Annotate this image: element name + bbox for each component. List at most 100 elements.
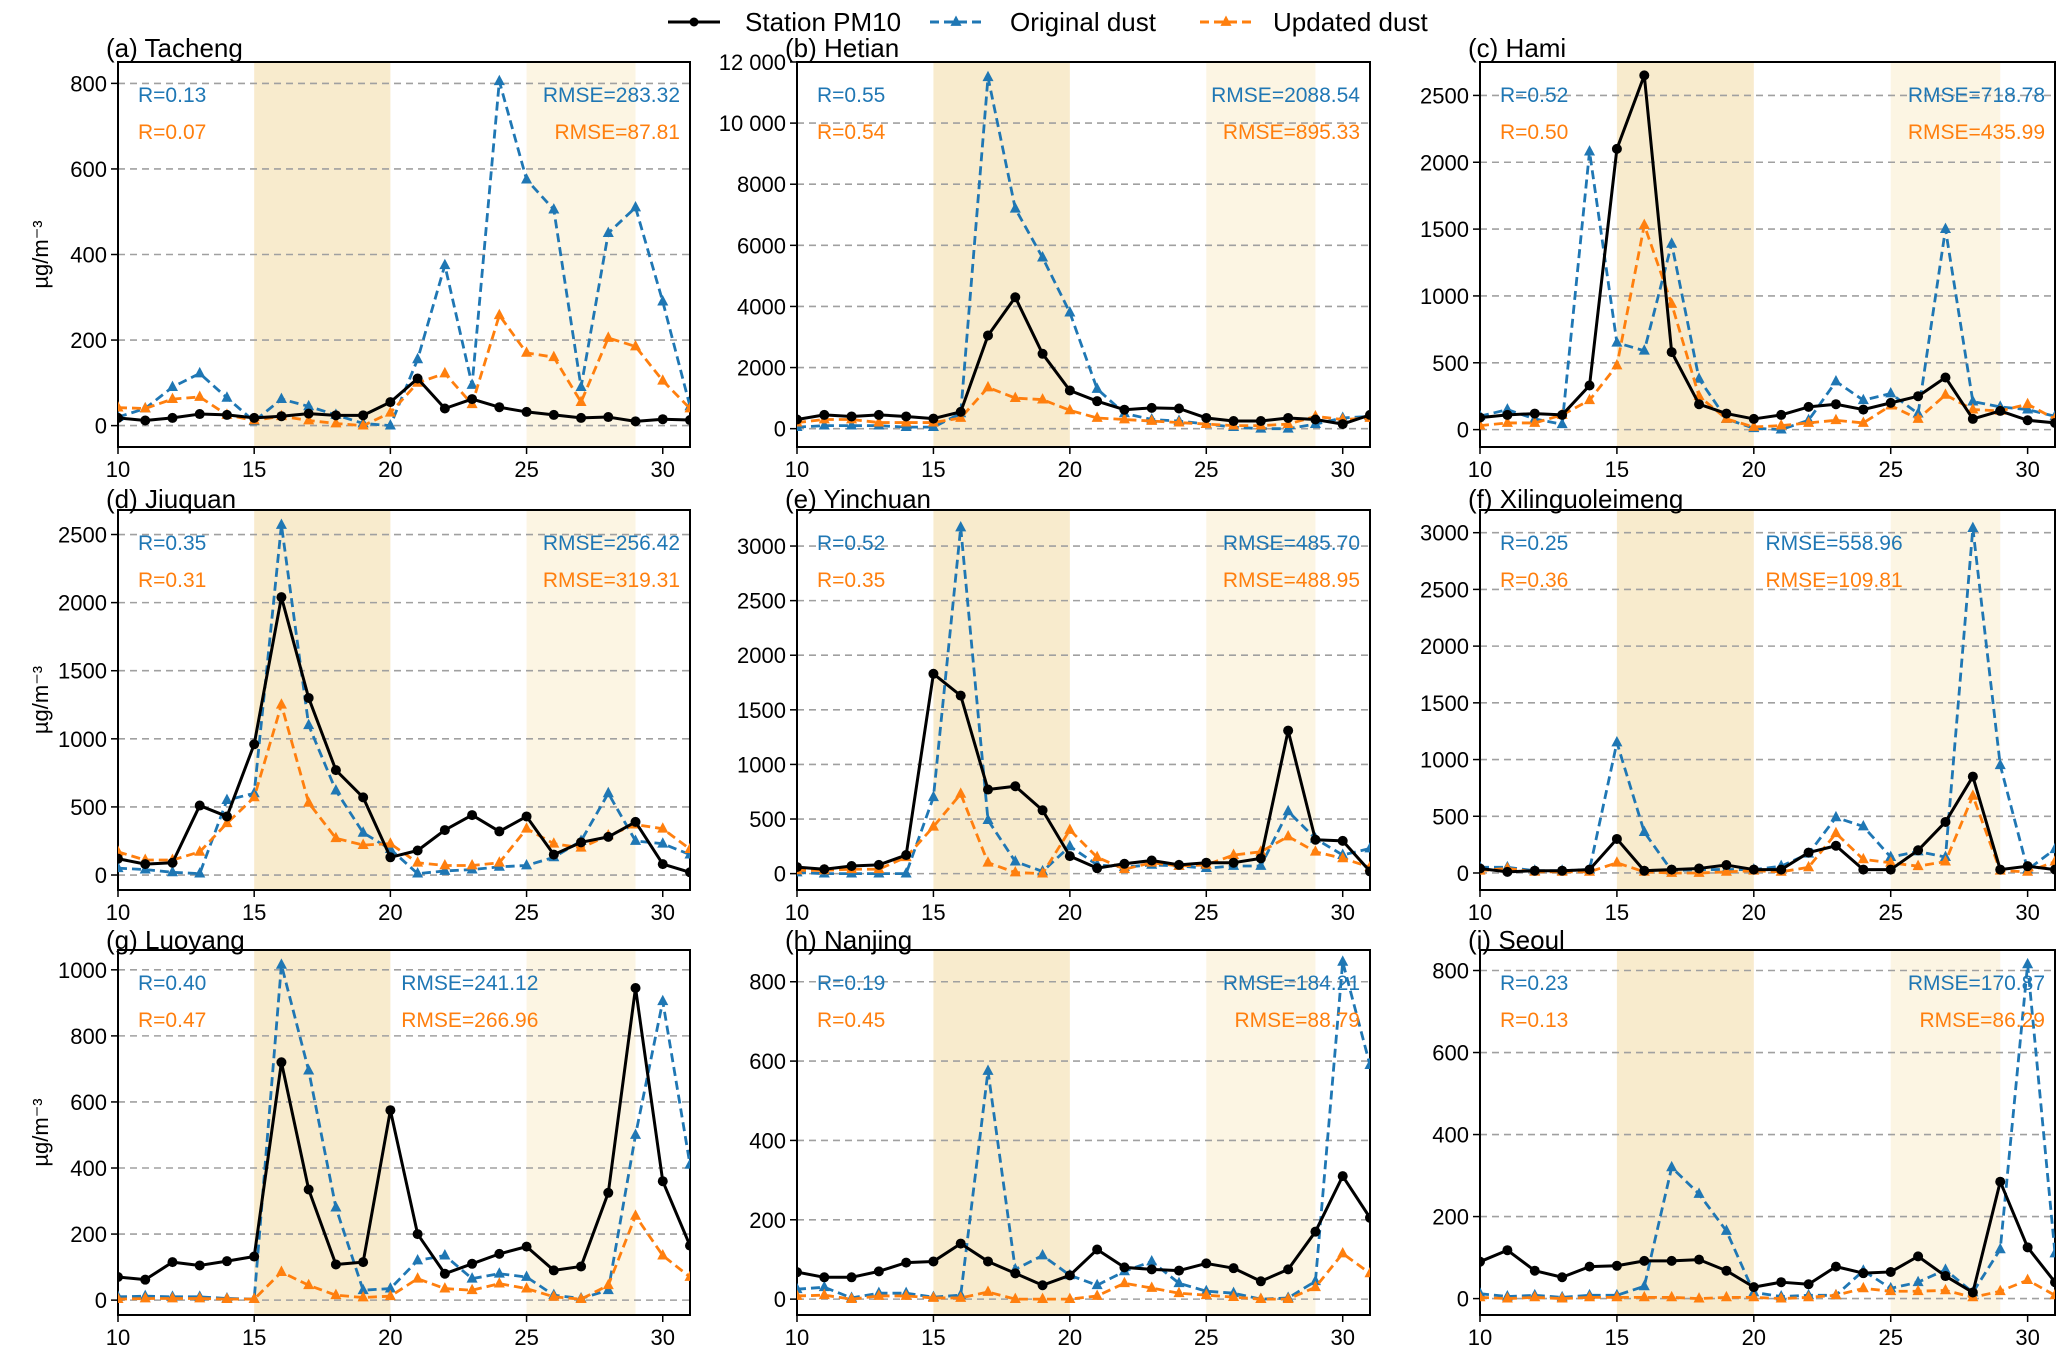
data-point bbox=[1939, 1283, 1952, 1295]
x-tick-label: 20 bbox=[1058, 457, 1082, 482]
data-point bbox=[797, 414, 802, 425]
r-updated: R=0.54 bbox=[817, 121, 886, 144]
data-point bbox=[982, 70, 994, 82]
data-point bbox=[1830, 826, 1842, 838]
data-point bbox=[983, 1256, 993, 1267]
legend-label: Updated dust bbox=[1273, 7, 1428, 37]
x-tick-label: 15 bbox=[242, 1325, 266, 1350]
data-point bbox=[2050, 417, 2055, 428]
data-point bbox=[412, 867, 424, 878]
legend-marker bbox=[950, 15, 962, 26]
data-point bbox=[955, 1291, 967, 1302]
data-point bbox=[1748, 864, 1759, 875]
data-point bbox=[467, 810, 478, 821]
panel-title: (d) Jiuquan bbox=[106, 484, 236, 514]
data-point bbox=[1009, 1292, 1021, 1304]
data-point bbox=[1146, 402, 1157, 413]
data-point bbox=[818, 1280, 830, 1292]
panel-title: (e) Yinchuan bbox=[785, 484, 931, 514]
data-point bbox=[1639, 70, 1650, 81]
data-point bbox=[1666, 297, 1678, 308]
y-tick-label: 2000 bbox=[1420, 150, 1469, 175]
data-point bbox=[982, 380, 994, 392]
y-tick-label: 0 bbox=[1457, 418, 1469, 443]
x-tick-label: 10 bbox=[106, 900, 130, 925]
y-tick-label: 800 bbox=[70, 71, 107, 96]
data-point bbox=[1830, 840, 1841, 851]
plot-frame bbox=[796, 949, 1371, 1316]
data-point bbox=[1282, 829, 1294, 841]
data-point bbox=[167, 857, 178, 868]
data-point bbox=[140, 859, 151, 870]
data-point bbox=[1119, 1262, 1130, 1273]
y-tick-label: 400 bbox=[1432, 1123, 1469, 1148]
data-point bbox=[603, 1187, 614, 1198]
data-point bbox=[194, 366, 206, 378]
rmse-updated: RMSE=88.79 bbox=[1235, 1009, 1361, 1032]
data-point bbox=[1118, 1276, 1130, 1288]
data-point bbox=[1064, 1270, 1075, 1281]
panel-title: (b) Hetian bbox=[785, 33, 899, 63]
data-point bbox=[1885, 397, 1896, 408]
data-point bbox=[1584, 1261, 1595, 1272]
shaded-period-1 bbox=[1616, 510, 1754, 890]
data-point bbox=[521, 1241, 532, 1252]
data-point bbox=[249, 412, 260, 423]
data-point bbox=[657, 859, 668, 870]
data-point bbox=[846, 419, 858, 430]
data-point bbox=[493, 1267, 505, 1278]
data-point bbox=[330, 1288, 342, 1300]
series-line bbox=[797, 295, 1370, 426]
data-point bbox=[1611, 1290, 1623, 1302]
data-point bbox=[1228, 1263, 1239, 1274]
r-original: R=0.19 bbox=[817, 972, 885, 995]
plot-frame bbox=[117, 61, 691, 448]
y-tick-label: 400 bbox=[749, 1128, 786, 1153]
data-point bbox=[1803, 847, 1814, 858]
data-point bbox=[1173, 1276, 1185, 1288]
data-point bbox=[1201, 412, 1212, 423]
data-point bbox=[2022, 861, 2033, 872]
data-point bbox=[1255, 845, 1267, 856]
data-point bbox=[603, 831, 614, 842]
x-tick-label: 25 bbox=[1878, 1325, 1902, 1350]
data-point bbox=[1064, 306, 1076, 317]
data-point bbox=[139, 1291, 151, 1303]
rmse-updated: RMSE=435.99 bbox=[1908, 121, 2045, 144]
data-point bbox=[139, 402, 151, 413]
data-point bbox=[412, 352, 424, 364]
data-point bbox=[1092, 396, 1103, 407]
data-point bbox=[873, 859, 884, 870]
data-point bbox=[1748, 1282, 1759, 1293]
data-point bbox=[548, 350, 560, 362]
data-point bbox=[630, 816, 641, 827]
data-point bbox=[684, 842, 690, 854]
data-point bbox=[1830, 1261, 1841, 1272]
series-line bbox=[118, 986, 690, 1282]
series-station-pm10 bbox=[797, 668, 1370, 877]
x-tick-label: 20 bbox=[378, 900, 402, 925]
data-point bbox=[1775, 419, 1787, 430]
data-point bbox=[1146, 1254, 1158, 1266]
legend-marker bbox=[1220, 15, 1232, 26]
data-point bbox=[384, 406, 396, 417]
y-tick-label: 2500 bbox=[737, 589, 786, 614]
data-point bbox=[797, 862, 802, 873]
data-point bbox=[1967, 521, 1979, 533]
data-point bbox=[1694, 399, 1705, 410]
data-point bbox=[221, 816, 233, 828]
series-updated-dust bbox=[118, 1209, 690, 1304]
y-tick-label: 500 bbox=[70, 795, 107, 820]
data-point bbox=[248, 790, 260, 802]
data-point bbox=[357, 838, 369, 849]
data-point bbox=[221, 409, 232, 420]
x-tick-label: 25 bbox=[1194, 1325, 1218, 1350]
series-updated-dust bbox=[118, 308, 690, 430]
data-point bbox=[1830, 413, 1842, 425]
data-point bbox=[1092, 1244, 1103, 1255]
data-point bbox=[1939, 855, 1952, 866]
data-point bbox=[1830, 374, 1842, 386]
data-point bbox=[330, 831, 342, 843]
x-tick-label: 15 bbox=[242, 457, 266, 482]
r-original: R=0.55 bbox=[817, 84, 885, 107]
